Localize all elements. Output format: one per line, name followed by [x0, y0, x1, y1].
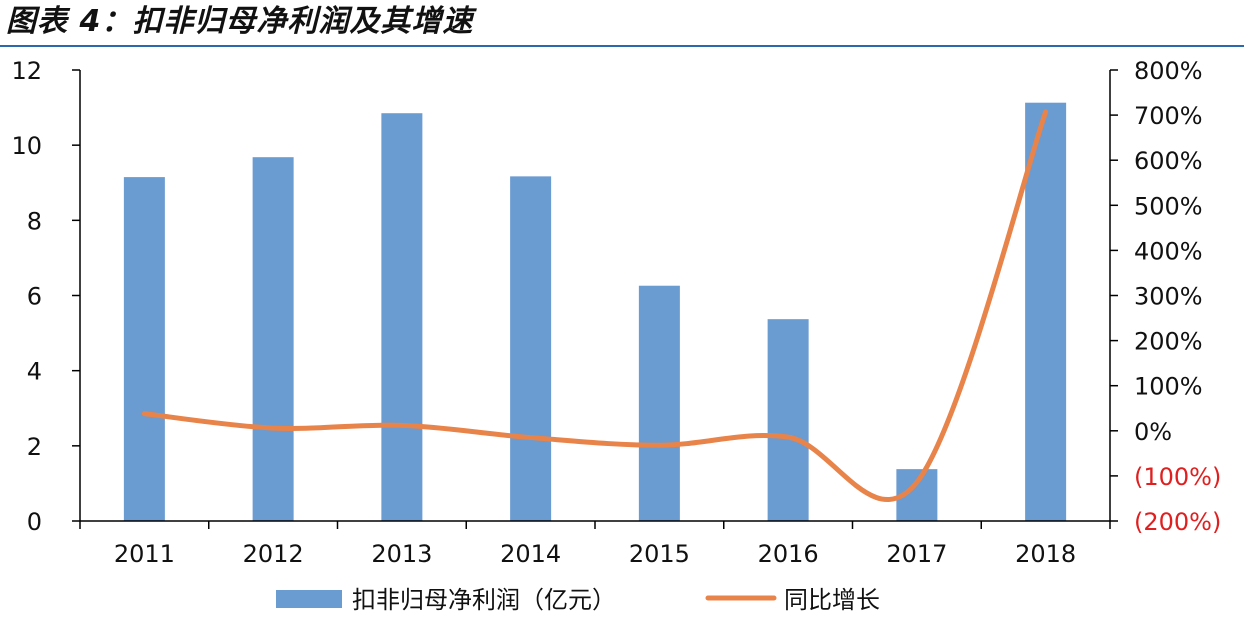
legend-bar-label: 扣非归母净利润（亿元） — [352, 586, 616, 614]
bar-2014 — [510, 176, 552, 521]
x-tick-label: 2014 — [500, 540, 561, 568]
page-title: 图表 4：扣非归母净利润及其增速 — [6, 4, 474, 39]
right-tick-label: 500% — [1134, 192, 1203, 220]
bar-2015 — [638, 285, 680, 521]
x-tick-label: 2013 — [371, 540, 432, 568]
x-tick-label: 2016 — [758, 540, 819, 568]
growth-line — [141, 109, 1049, 502]
right-tick-label: 800% — [1134, 57, 1203, 85]
right-tick-label: 100% — [1134, 373, 1203, 401]
bar-2016 — [767, 319, 809, 521]
x-tick-label: 2015 — [629, 540, 690, 568]
bar-2013 — [381, 113, 423, 522]
right-tick-label: 700% — [1134, 102, 1203, 130]
right-tick-label: 0% — [1134, 418, 1172, 446]
x-tick-label: 2012 — [243, 540, 304, 568]
right-tick-label: (100%) — [1134, 463, 1221, 491]
x-tick-label: 2017 — [886, 540, 947, 568]
legend-bar-swatch — [276, 590, 342, 608]
left-tick-label: 4 — [27, 358, 42, 386]
bar-2011 — [123, 177, 165, 522]
bar-2012 — [252, 157, 294, 521]
left-tick-label: 6 — [27, 283, 42, 311]
title-underline — [0, 45, 1244, 47]
left-tick-label: 0 — [27, 508, 42, 536]
bar-2018 — [1025, 102, 1067, 521]
right-tick-label: 200% — [1134, 328, 1203, 356]
left-tick-label: 2 — [27, 433, 42, 461]
x-tick-label: 2011 — [114, 540, 175, 568]
right-tick-label: 300% — [1134, 283, 1203, 311]
right-tick-label: (200%) — [1134, 508, 1221, 536]
left-tick-label: 10 — [11, 132, 42, 160]
right-tick-label: 400% — [1134, 237, 1203, 265]
legend-line-label: 同比增长 — [784, 586, 880, 614]
x-tick-label: 2018 — [1015, 540, 1076, 568]
right-tick-label: 600% — [1134, 147, 1203, 175]
left-tick-label: 12 — [11, 57, 42, 85]
left-tick-label: 8 — [27, 207, 42, 235]
